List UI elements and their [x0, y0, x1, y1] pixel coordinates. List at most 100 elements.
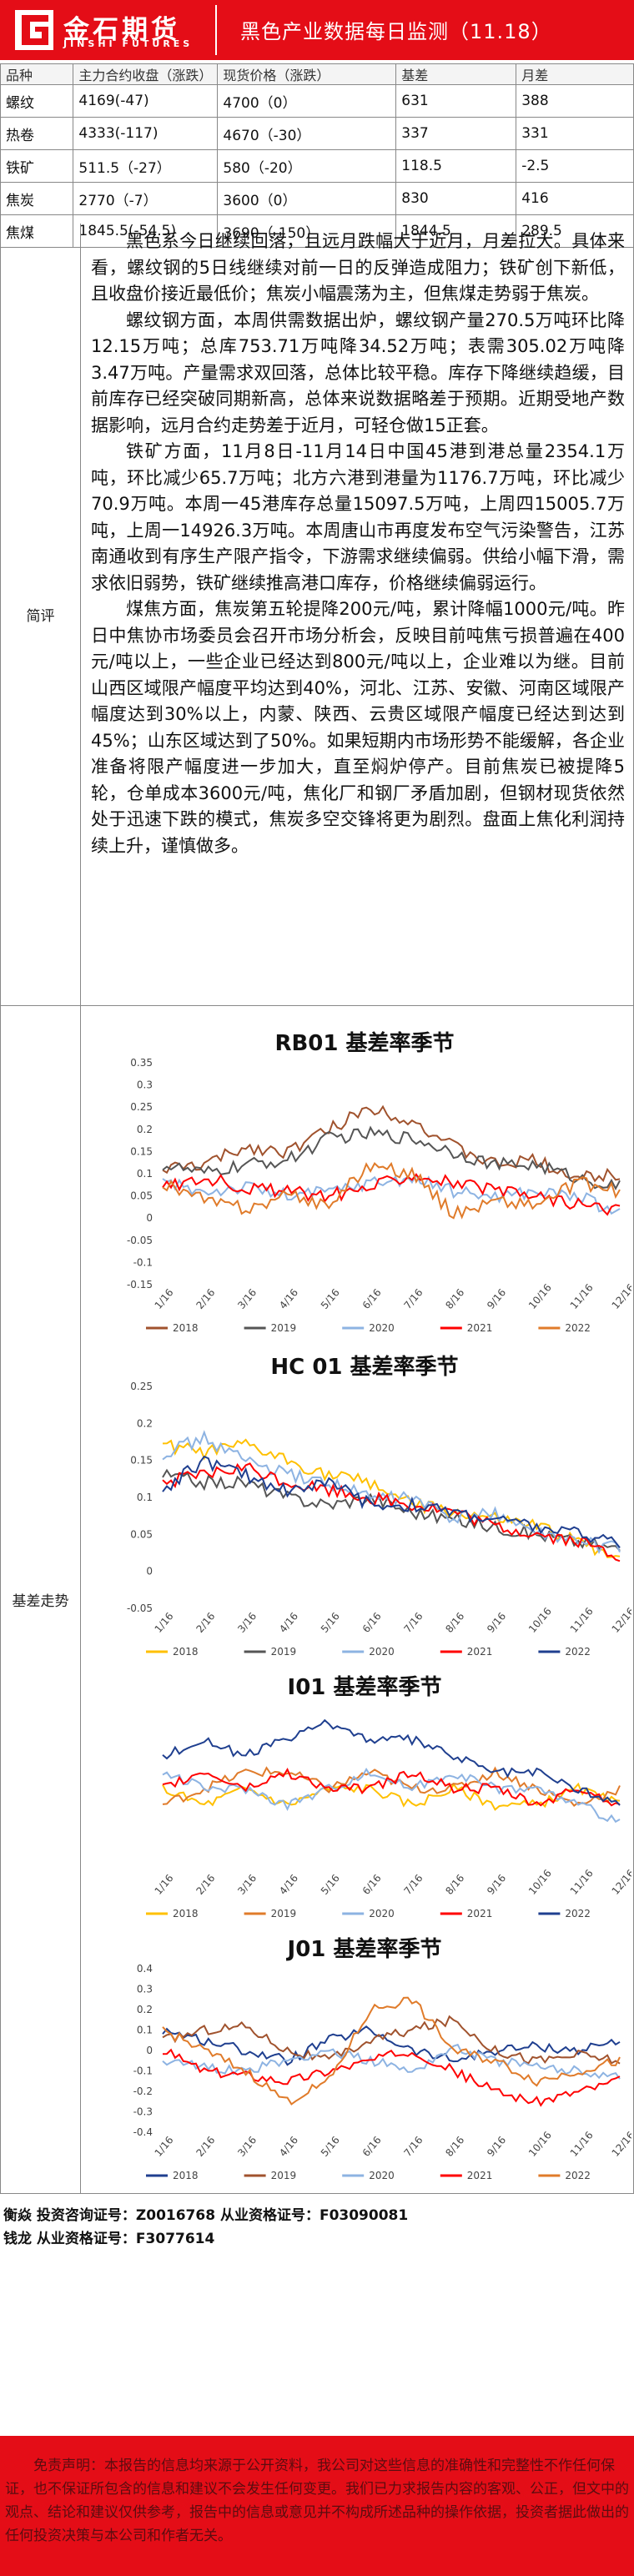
legend-label: 2020: [369, 1646, 395, 1658]
series-line: [162, 1462, 621, 1562]
x-tick-label: 4/16: [277, 2134, 300, 2159]
table-row: 焦煤 1845.5(-54.5) 3690（-150） 1844.5 289.5: [0, 214, 634, 248]
table-cell: 3690（-150）: [217, 214, 397, 248]
legend-label: 2018: [173, 1908, 199, 1919]
table-cell: 580（-20）: [217, 149, 397, 183]
y-tick-label: 0.3: [137, 1984, 153, 1995]
y-tick-label: 0.25: [130, 1101, 153, 1113]
table-cell: 331: [516, 117, 634, 150]
legend-label: 2020: [369, 2170, 395, 2181]
x-tick-label: 9/16: [485, 2134, 508, 2159]
x-tick-label: 5/16: [319, 1872, 342, 1897]
x-tick-label: 4/16: [277, 1872, 300, 1897]
legend-label: 2019: [271, 1646, 297, 1658]
table-row: 铁矿 511.5（-27） 580（-20） 118.5 -2.5: [0, 149, 634, 183]
x-tick-label: 12/16: [610, 1605, 631, 1634]
series-line: [162, 1767, 621, 1824]
table-cell: 337: [395, 117, 517, 150]
chart-hc01: HC 01 基差率季节 0.25 0.2 0.15 0.1 0.05 0 -0.05 1/16…: [106, 1346, 634, 1663]
x-tick-label: 6/16: [360, 1872, 384, 1897]
series-line: [162, 1161, 621, 1220]
x-tick-label: 10/16: [526, 1281, 554, 1311]
price-table: 品种 主力合约收盘（涨跌） 现货价格（涨跌） 基差 月差 螺纹 4169(-47…: [0, 63, 634, 248]
table-cell: 焦炭: [0, 182, 74, 215]
table-cell: 1844.5: [395, 214, 517, 248]
y-tick-label: 0: [146, 2045, 153, 2056]
y-tick-label: 0.15: [130, 1455, 153, 1467]
y-tick-label: 0.15: [130, 1145, 153, 1157]
page-title: 黑色产业数据每日监测（11.18）: [240, 20, 552, 43]
summary-paragraph: 螺纹钢方面，本周供需数据出炉，螺纹钢产量270.5万吨环比降12.15万吨；总库…: [91, 309, 625, 435]
table-cell: 4700（0）: [217, 84, 397, 118]
chart-j01-plot: 0.4 0.3 0.2 0.1 0 -0.1 -0.2 -0.3 -0.41/16 2/16 3/1…: [133, 1963, 631, 2181]
y-tick-label: 0.2: [137, 1417, 153, 1429]
y-tick-label: -0.05: [127, 1602, 153, 1614]
x-tick-label: 5/16: [319, 2134, 342, 2159]
x-tick-label: 4/16: [277, 1286, 300, 1311]
y-tick-label: 0.4: [137, 1963, 153, 1975]
y-tick-label: 0.2: [137, 1124, 153, 1135]
x-tick-label: 7/16: [401, 1610, 425, 1635]
x-tick-label: 10/16: [526, 1605, 554, 1634]
x-tick-label: 10/16: [526, 2129, 554, 2158]
table-row: 焦炭 2770（-7） 3600（0） 830 416: [0, 182, 634, 215]
series-line: [162, 1718, 621, 1806]
x-tick-label: 5/16: [319, 1610, 342, 1635]
charts-label: 基差走势: [1, 1006, 81, 2193]
chart-rb01-plot: 0.35 0.3 0.25 0.2 0.15 0.1 0.05 0 -0.05 -0.1 -0.15…: [127, 1057, 631, 1334]
table-cell: 3600（0）: [217, 182, 397, 215]
legend-label: 2022: [565, 1646, 591, 1658]
x-tick-label: 11/16: [568, 2129, 596, 2158]
x-tick-label: 1/16: [153, 1610, 176, 1635]
legend-label: 2018: [173, 2170, 199, 2181]
legend-label: 2019: [271, 2170, 297, 2181]
summary-paragraph: 煤焦方面，焦炭第五轮提降200元/吨，累计降幅1000元/吨。昨日中焦协市场委员…: [91, 599, 625, 856]
x-tick-label: 9/16: [485, 1286, 508, 1311]
chart-i01: I01 基差率季节 1/16 2/16 3/16 4/16 5/16 6/16 7/16 8/…: [106, 1667, 634, 1925]
chart-j01: J01 基差率季节 0.4 0.3 0.2 0.1 0 -0.1 -0.2 -0.3 -0.4 1…: [106, 1929, 634, 2187]
x-tick-label: 12/16: [610, 2129, 631, 2158]
y-tick-label: -0.4: [133, 2126, 153, 2138]
table-cell: 118.5: [395, 149, 517, 183]
table-cell: 2770（-7）: [73, 182, 219, 215]
y-tick-label: 0.2: [137, 2004, 153, 2015]
table-cell: -2.5: [516, 149, 634, 183]
series-line: [162, 1173, 621, 1215]
table-cell: 4670（-30）: [217, 117, 397, 150]
table-header-cell: 主力合约收盘（涨跌）: [73, 63, 219, 85]
y-tick-label: 0.05: [130, 1528, 153, 1540]
x-tick-label: 7/16: [401, 2134, 425, 2159]
table-cell: 511.5（-27）: [73, 149, 219, 183]
legend-label: 2022: [565, 1322, 591, 1334]
x-tick-label: 2/16: [194, 1610, 217, 1635]
table-cell: 830: [395, 182, 517, 215]
x-tick-label: 6/16: [360, 1610, 384, 1635]
series-line: [162, 1768, 621, 1807]
table-cell: 焦煤: [0, 214, 74, 248]
x-tick-label: 9/16: [485, 1872, 508, 1897]
series-line: [162, 2015, 621, 2065]
y-tick-label: 0.1: [137, 1492, 153, 1503]
table-row: 热卷 4333(-117) 4670（-30） 337 331: [0, 117, 634, 150]
x-tick-label: 6/16: [360, 1286, 384, 1311]
x-tick-label: 11/16: [568, 1281, 596, 1311]
analyst-line: 钱龙 从业资格证号：F3077614: [3, 2231, 215, 2247]
table-cell: 1845.5(-54.5): [73, 214, 219, 248]
x-tick-label: 7/16: [401, 1286, 425, 1311]
y-tick-label: 0.25: [130, 1381, 153, 1392]
table-cell: 388: [516, 84, 634, 118]
series-line: [162, 1125, 621, 1190]
y-tick-label: -0.3: [133, 2106, 153, 2118]
logo-mark-icon: [15, 10, 53, 50]
summary-label: 简评: [1, 224, 81, 1005]
x-tick-label: 7/16: [401, 1872, 425, 1897]
y-tick-label: 0.1: [137, 2025, 153, 2036]
x-tick-label: 9/16: [485, 1610, 508, 1635]
series-line: [162, 1782, 621, 1811]
summary-paragraph: 铁矿方面，11月8日-11月14日中国45港到港总量2354.1万吨，环比减少6…: [91, 441, 625, 593]
x-tick-label: 2/16: [194, 1872, 217, 1897]
logo: 金石期货 JINSHI FUTURES: [8, 5, 217, 55]
table-row: 螺纹 4169(-47) 4700（0） 631 388: [0, 84, 634, 118]
x-tick-label: 2/16: [194, 1286, 217, 1311]
x-tick-label: 11/16: [568, 1867, 596, 1896]
